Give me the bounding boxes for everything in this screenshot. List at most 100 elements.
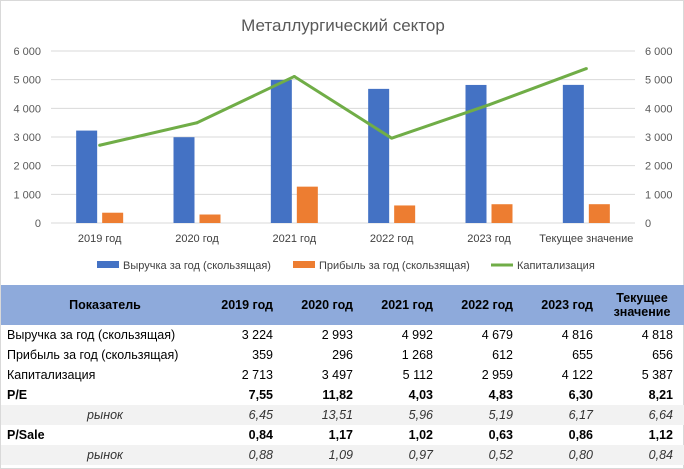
y2-tick-label: 0 [645,218,651,230]
header-2020: 2020 год [301,298,353,312]
table-cell: 2 993 [321,328,353,342]
table-cell: 11,82 [322,388,353,402]
y-tick-label: 6 000 [13,46,41,58]
x-tick-label: Текущее значение [539,233,633,245]
table-row: Прибыль за год (скользящая) 359 296 1 268 61… [1,345,684,365]
capitalization-point [195,121,199,125]
capitalization-point [487,103,491,107]
table-cell: 0,84 [605,445,684,465]
revenue-bar [368,88,390,223]
x-tick-label: 2023 год [467,233,511,245]
table-cell: 0,84 [248,428,273,442]
table-cell: 4 992 [401,328,433,342]
row-label: P/E [7,388,28,402]
x-tick-label: 2022 год [370,233,414,245]
header-2023: 2023 год [541,298,593,312]
y2-tick-label: 4 000 [645,103,673,115]
capitalization-point [292,74,296,78]
table-cell: 1,02 [408,428,433,442]
header-current: Текущее значение [605,285,684,325]
table-cell: 13,51 [285,405,365,425]
table-cell: 1,12 [648,428,673,442]
header-indicator: Показатель [69,298,141,312]
revenue-bar [562,84,584,223]
table-cell: 0,86 [568,428,593,442]
x-tick-label: 2020 год [175,233,219,245]
table-cell: 296 [332,348,353,362]
table-cell: 612 [492,348,513,362]
legend-revenue-swatch [97,261,119,268]
revenue-bar [465,84,487,223]
table-cell: 0,88 [209,445,285,465]
table-row: Капитализация 2 713 3 497 5 112 2 959 4 122 5 … [1,365,684,385]
table-cell: 359 [252,348,273,362]
capitalization-point [390,136,394,140]
table-cell: 5 387 [641,368,673,382]
y2-tick-label: 6 000 [645,46,673,58]
revenue-bar [270,79,292,224]
table-cell: 0,97 [365,445,445,465]
legend-revenue-label: Выручка за год (скользящая) [123,260,271,272]
table-cell: 3 497 [321,368,353,382]
table-cell: 4 818 [641,328,673,342]
y2-tick-label: 1 000 [645,189,673,201]
profit-bar [102,212,124,223]
table-cell: 6,17 [525,405,605,425]
row-label: Выручка за год (скользящая) [7,328,176,342]
table-cell: 6,30 [568,388,593,402]
profit-bar [588,204,610,223]
x-tick-label: 2019 год [78,233,122,245]
y-tick-label: 5 000 [13,75,41,87]
header-2022: 2022 год [461,298,513,312]
row-label: рынок [1,405,209,425]
table-cell: 8,21 [648,388,673,402]
table-cell: 0,52 [445,445,525,465]
table-cell: 4 816 [561,328,593,342]
capitalization-line [99,67,587,147]
profit-bar [199,214,221,223]
table-cell: 5 112 [402,368,433,382]
capitalization-point [584,67,588,71]
header-current-text: Текущее значение [613,291,671,319]
header-2019: 2019 год [221,298,273,312]
metrics-table: Показатель 2019 год 2020 год 2021 год 20… [1,285,684,465]
table-row: рынок 6,45 13,51 5,96 5,19 6,17 6,64 [1,405,684,425]
table-cell: 6,45 [209,405,285,425]
x-tick-label: 2021 год [273,233,317,245]
table-row: рынок 0,88 1,09 0,97 0,52 0,80 0,84 [1,445,684,465]
chart-title: Металлургический сектор [241,16,445,35]
table-cell: 4 122 [561,368,593,382]
table-header-row: Показатель 2019 год 2020 год 2021 год 20… [1,285,684,325]
legend-profit-swatch [293,261,315,268]
table-cell: 2 713 [241,368,273,382]
table-row: Выручка за год (скользящая) 3 224 2 993 4 9… [1,325,684,345]
y2-tick-label: 5 000 [645,75,673,87]
legend-capitalization-label: Капитализация [517,260,595,272]
metrics-table-wrap: Показатель 2019 год 2020 год 2021 год 20… [1,285,684,465]
table-cell: 2 959 [481,368,513,382]
table-cell: 7,55 [248,388,273,402]
table-cell: 4,03 [408,388,433,402]
table-cell: 655 [572,348,593,362]
table-cell: 1,09 [285,445,365,465]
table-row: P/E 7,55 11,82 4,03 4,83 6,30 8,21 [1,385,684,405]
table-cell: 4 679 [481,328,513,342]
row-label: Капитализация [7,368,96,382]
y-tick-label: 0 [35,218,41,230]
chart-area: Металлургический сектор 0 0 1 000 1 000 2 000… [1,1,684,285]
revenue-bar [76,130,98,223]
profit-bar [296,186,318,223]
table-cell: 6,64 [605,405,684,425]
header-2021: 2021 год [381,298,433,312]
y-tick-label: 1 000 [13,189,41,201]
row-label: рынок [1,445,209,465]
y2-tick-label: 3 000 [645,132,673,144]
table-cell: 5,19 [445,405,525,425]
table-body: Выручка за год (скользящая) 3 224 2 993 4 9… [1,325,684,465]
table-row: P/Sale 0,84 1,17 1,02 0,63 0,86 1,12 [1,425,684,445]
table-cell: 1 268 [401,348,433,362]
profit-bar [394,205,416,223]
profit-bar [491,204,513,223]
legend-profit-label: Прибыль за год (скользящая) [319,260,470,272]
table-cell: 1,17 [328,428,353,442]
